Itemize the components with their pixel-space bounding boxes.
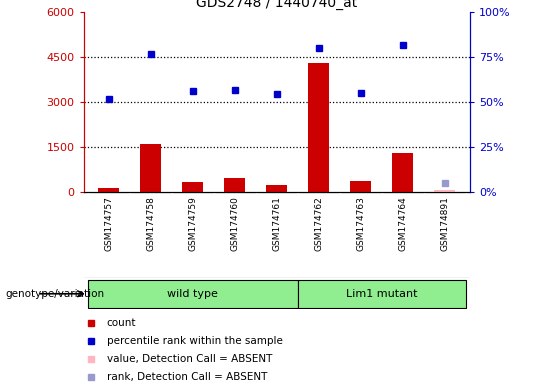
Text: GSM174891: GSM174891 [440, 196, 449, 251]
Bar [183, 182, 203, 192]
Text: GSM174760: GSM174760 [230, 196, 239, 251]
Text: value, Detection Call = ABSENT: value, Detection Call = ABSENT [107, 354, 272, 364]
Title: GDS2748 / 1440740_at: GDS2748 / 1440740_at [196, 0, 357, 10]
Bar [434, 190, 455, 192]
Bar [98, 188, 119, 192]
Bar [350, 181, 371, 192]
Text: GSM174762: GSM174762 [314, 196, 323, 251]
Text: GSM174763: GSM174763 [356, 196, 365, 251]
Bar [266, 185, 287, 192]
Bar [140, 144, 161, 192]
Text: count: count [107, 318, 137, 328]
Text: wild type: wild type [167, 289, 218, 299]
Text: percentile rank within the sample: percentile rank within the sample [107, 336, 283, 346]
FancyBboxPatch shape [88, 280, 298, 308]
Text: GSM174761: GSM174761 [272, 196, 281, 251]
Bar [392, 154, 413, 192]
Text: GSM174757: GSM174757 [104, 196, 113, 251]
Bar [224, 177, 245, 192]
Text: genotype/variation: genotype/variation [5, 289, 105, 299]
Text: rank, Detection Call = ABSENT: rank, Detection Call = ABSENT [107, 371, 267, 382]
Text: GSM174758: GSM174758 [146, 196, 156, 251]
FancyBboxPatch shape [298, 280, 465, 308]
Text: Lim1 mutant: Lim1 mutant [346, 289, 417, 299]
Text: GSM174759: GSM174759 [188, 196, 197, 251]
Bar [308, 63, 329, 192]
Text: GSM174764: GSM174764 [398, 196, 407, 251]
